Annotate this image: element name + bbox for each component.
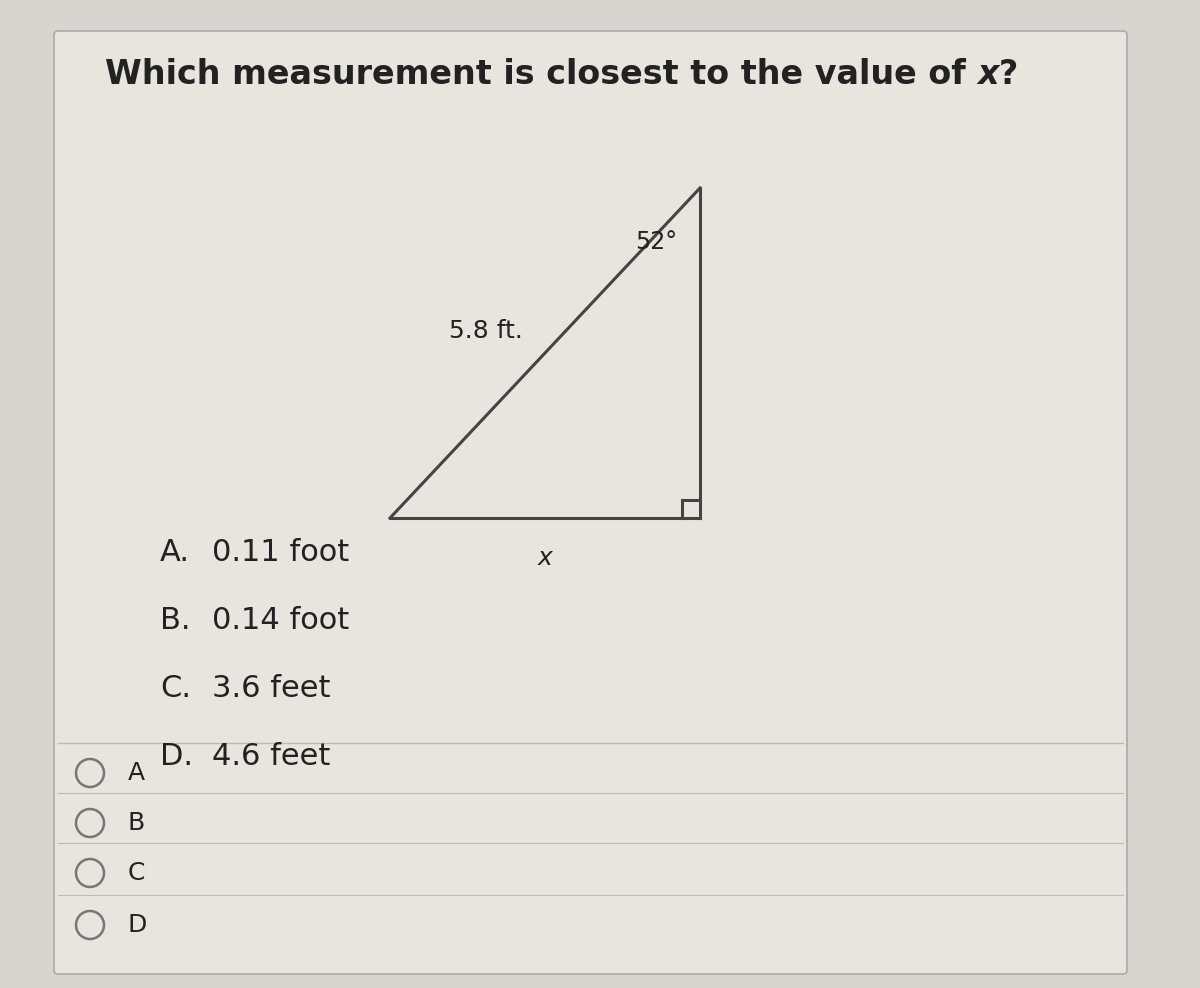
Text: D.: D. — [160, 742, 193, 771]
Text: D: D — [128, 913, 148, 937]
Text: B.: B. — [160, 606, 191, 635]
Text: A: A — [128, 761, 145, 785]
Text: x: x — [538, 546, 552, 570]
Text: C: C — [128, 861, 145, 885]
Text: 5.8 ft.: 5.8 ft. — [449, 319, 523, 343]
Text: 52°: 52° — [635, 230, 677, 254]
Text: ?: ? — [998, 58, 1018, 91]
Text: 0.14 foot: 0.14 foot — [212, 606, 349, 635]
Text: C.: C. — [160, 674, 191, 703]
FancyBboxPatch shape — [54, 31, 1127, 974]
Text: 4.6 feet: 4.6 feet — [212, 742, 330, 771]
Text: Which measurement is closest to the value of: Which measurement is closest to the valu… — [106, 58, 977, 91]
Text: B: B — [128, 811, 145, 835]
Text: A.: A. — [160, 538, 190, 567]
Text: x: x — [977, 58, 998, 91]
Text: 0.11 foot: 0.11 foot — [212, 538, 349, 567]
Text: 3.6 feet: 3.6 feet — [212, 674, 330, 703]
